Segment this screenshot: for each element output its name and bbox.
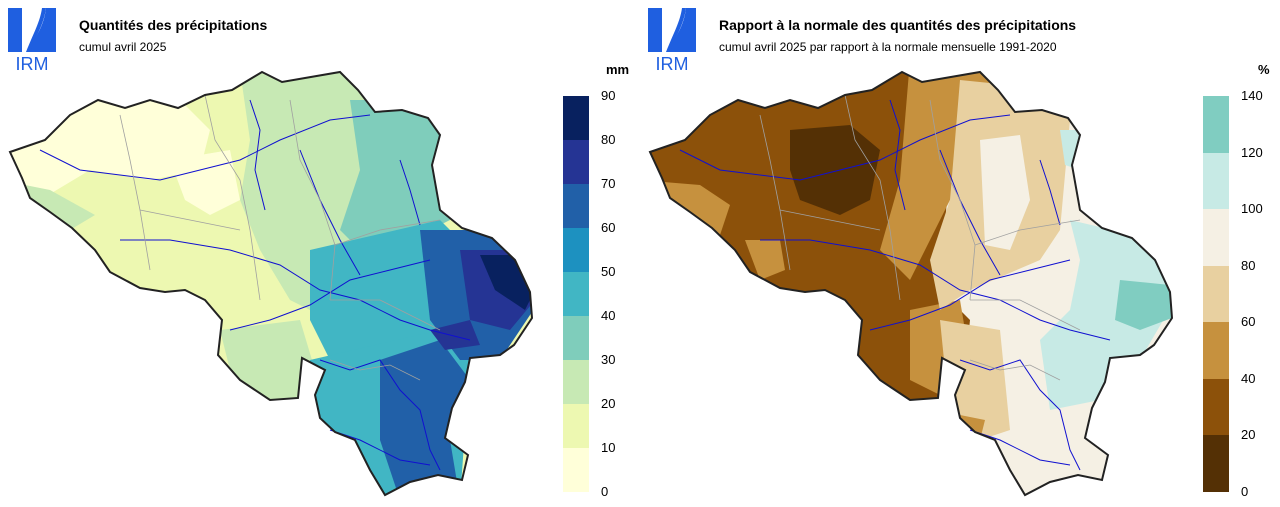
- belgium-border: [648, 70, 1174, 497]
- legend-swatch: [1203, 209, 1229, 266]
- legend-swatch: [1203, 378, 1229, 436]
- precipitation-map: [8, 70, 534, 497]
- legend-swatch: [1203, 322, 1229, 379]
- legend-tick-label: 30: [601, 352, 616, 367]
- legend-swatch: [1203, 435, 1229, 492]
- legend-tick-label: 10: [601, 440, 616, 455]
- map-title: Rapport à la normale des quantités des p…: [719, 17, 1077, 33]
- legend-tick-label: 40: [601, 308, 616, 323]
- belgium-border: [8, 70, 534, 497]
- legend-swatch: [563, 404, 589, 448]
- legend-swatch: [563, 448, 589, 492]
- legend-swatch: [563, 140, 589, 184]
- legend-tick-label: 20: [601, 396, 616, 411]
- legend-swatch: [1203, 265, 1229, 323]
- legend-tick-label: 0: [601, 484, 609, 499]
- legend-swatch: [563, 360, 589, 404]
- irm-logo-icon: IRM: [648, 8, 696, 72]
- map-subtitle: cumul avril 2025: [79, 40, 167, 54]
- province-borders: [119, 94, 441, 381]
- legend-tick-label: 60: [601, 220, 616, 235]
- legend-swatch: [563, 184, 589, 228]
- legend-unit: %: [1258, 62, 1270, 77]
- legend-tick-label: 80: [601, 132, 616, 147]
- map-title: Quantités des précipitations: [79, 17, 268, 33]
- svg-text:IRM: IRM: [656, 54, 689, 72]
- legend-tick-label: 120: [1241, 144, 1263, 160]
- legend-swatch: [1203, 96, 1229, 153]
- legend-swatch: [563, 272, 589, 316]
- province-borders: [759, 94, 1081, 381]
- legend-swatch: [563, 316, 589, 360]
- legend-tick-label: 80: [1241, 257, 1256, 273]
- irm-logo-icon: IRM: [8, 8, 56, 72]
- svg-text:IRM: IRM: [16, 54, 49, 72]
- legend-tick-label: 40: [1241, 370, 1256, 386]
- legend-tick-label: 20: [1241, 427, 1256, 443]
- ratio-zones: [650, 72, 1172, 495]
- legend-swatch: [563, 96, 589, 140]
- legend-tick-label: 90: [601, 88, 616, 103]
- legend-unit: mm: [606, 62, 630, 77]
- ratio-legend: 140 120 100 80 60 40 20 0: [1203, 89, 1273, 499]
- map-subtitle: cumul avril 2025 par rapport à la normal…: [719, 40, 1057, 54]
- rivers: [679, 99, 1111, 471]
- ratio-panel: IRM Rapport à la normale des quantités d…: [640, 0, 1280, 507]
- legend-tick-label: 100: [1241, 201, 1263, 217]
- precipitation-panel: IRM Quantités des précipitations cumul a…: [8, 8, 633, 499]
- legend-tick-label: 0: [1241, 484, 1249, 499]
- legend-tick-label: 140: [1241, 88, 1263, 103]
- legend-tick-label: 70: [601, 176, 616, 191]
- ratio-map: [648, 70, 1174, 497]
- legend-tick-label: 50: [601, 264, 616, 279]
- legend-swatch: [1203, 152, 1229, 210]
- legend-tick-label: 60: [1241, 314, 1256, 330]
- precipitation-legend: 90 80 70 60 50 40 30 20 10 0: [563, 89, 633, 499]
- legend-swatch: [563, 228, 589, 272]
- precipitation-zones: [10, 72, 532, 495]
